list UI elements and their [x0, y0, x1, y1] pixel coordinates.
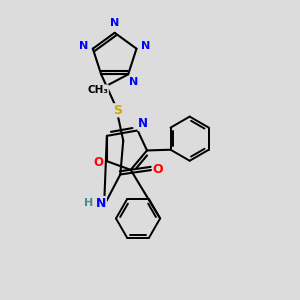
Text: N: N [129, 77, 138, 87]
Text: N: N [79, 41, 88, 51]
Text: N: N [138, 118, 148, 130]
Text: O: O [152, 163, 163, 176]
Text: N: N [96, 196, 106, 209]
Text: O: O [93, 156, 103, 169]
Text: S: S [113, 104, 122, 117]
Text: H: H [84, 198, 93, 208]
Text: CH₃: CH₃ [87, 85, 108, 95]
Text: N: N [110, 18, 119, 28]
Text: N: N [141, 41, 150, 51]
